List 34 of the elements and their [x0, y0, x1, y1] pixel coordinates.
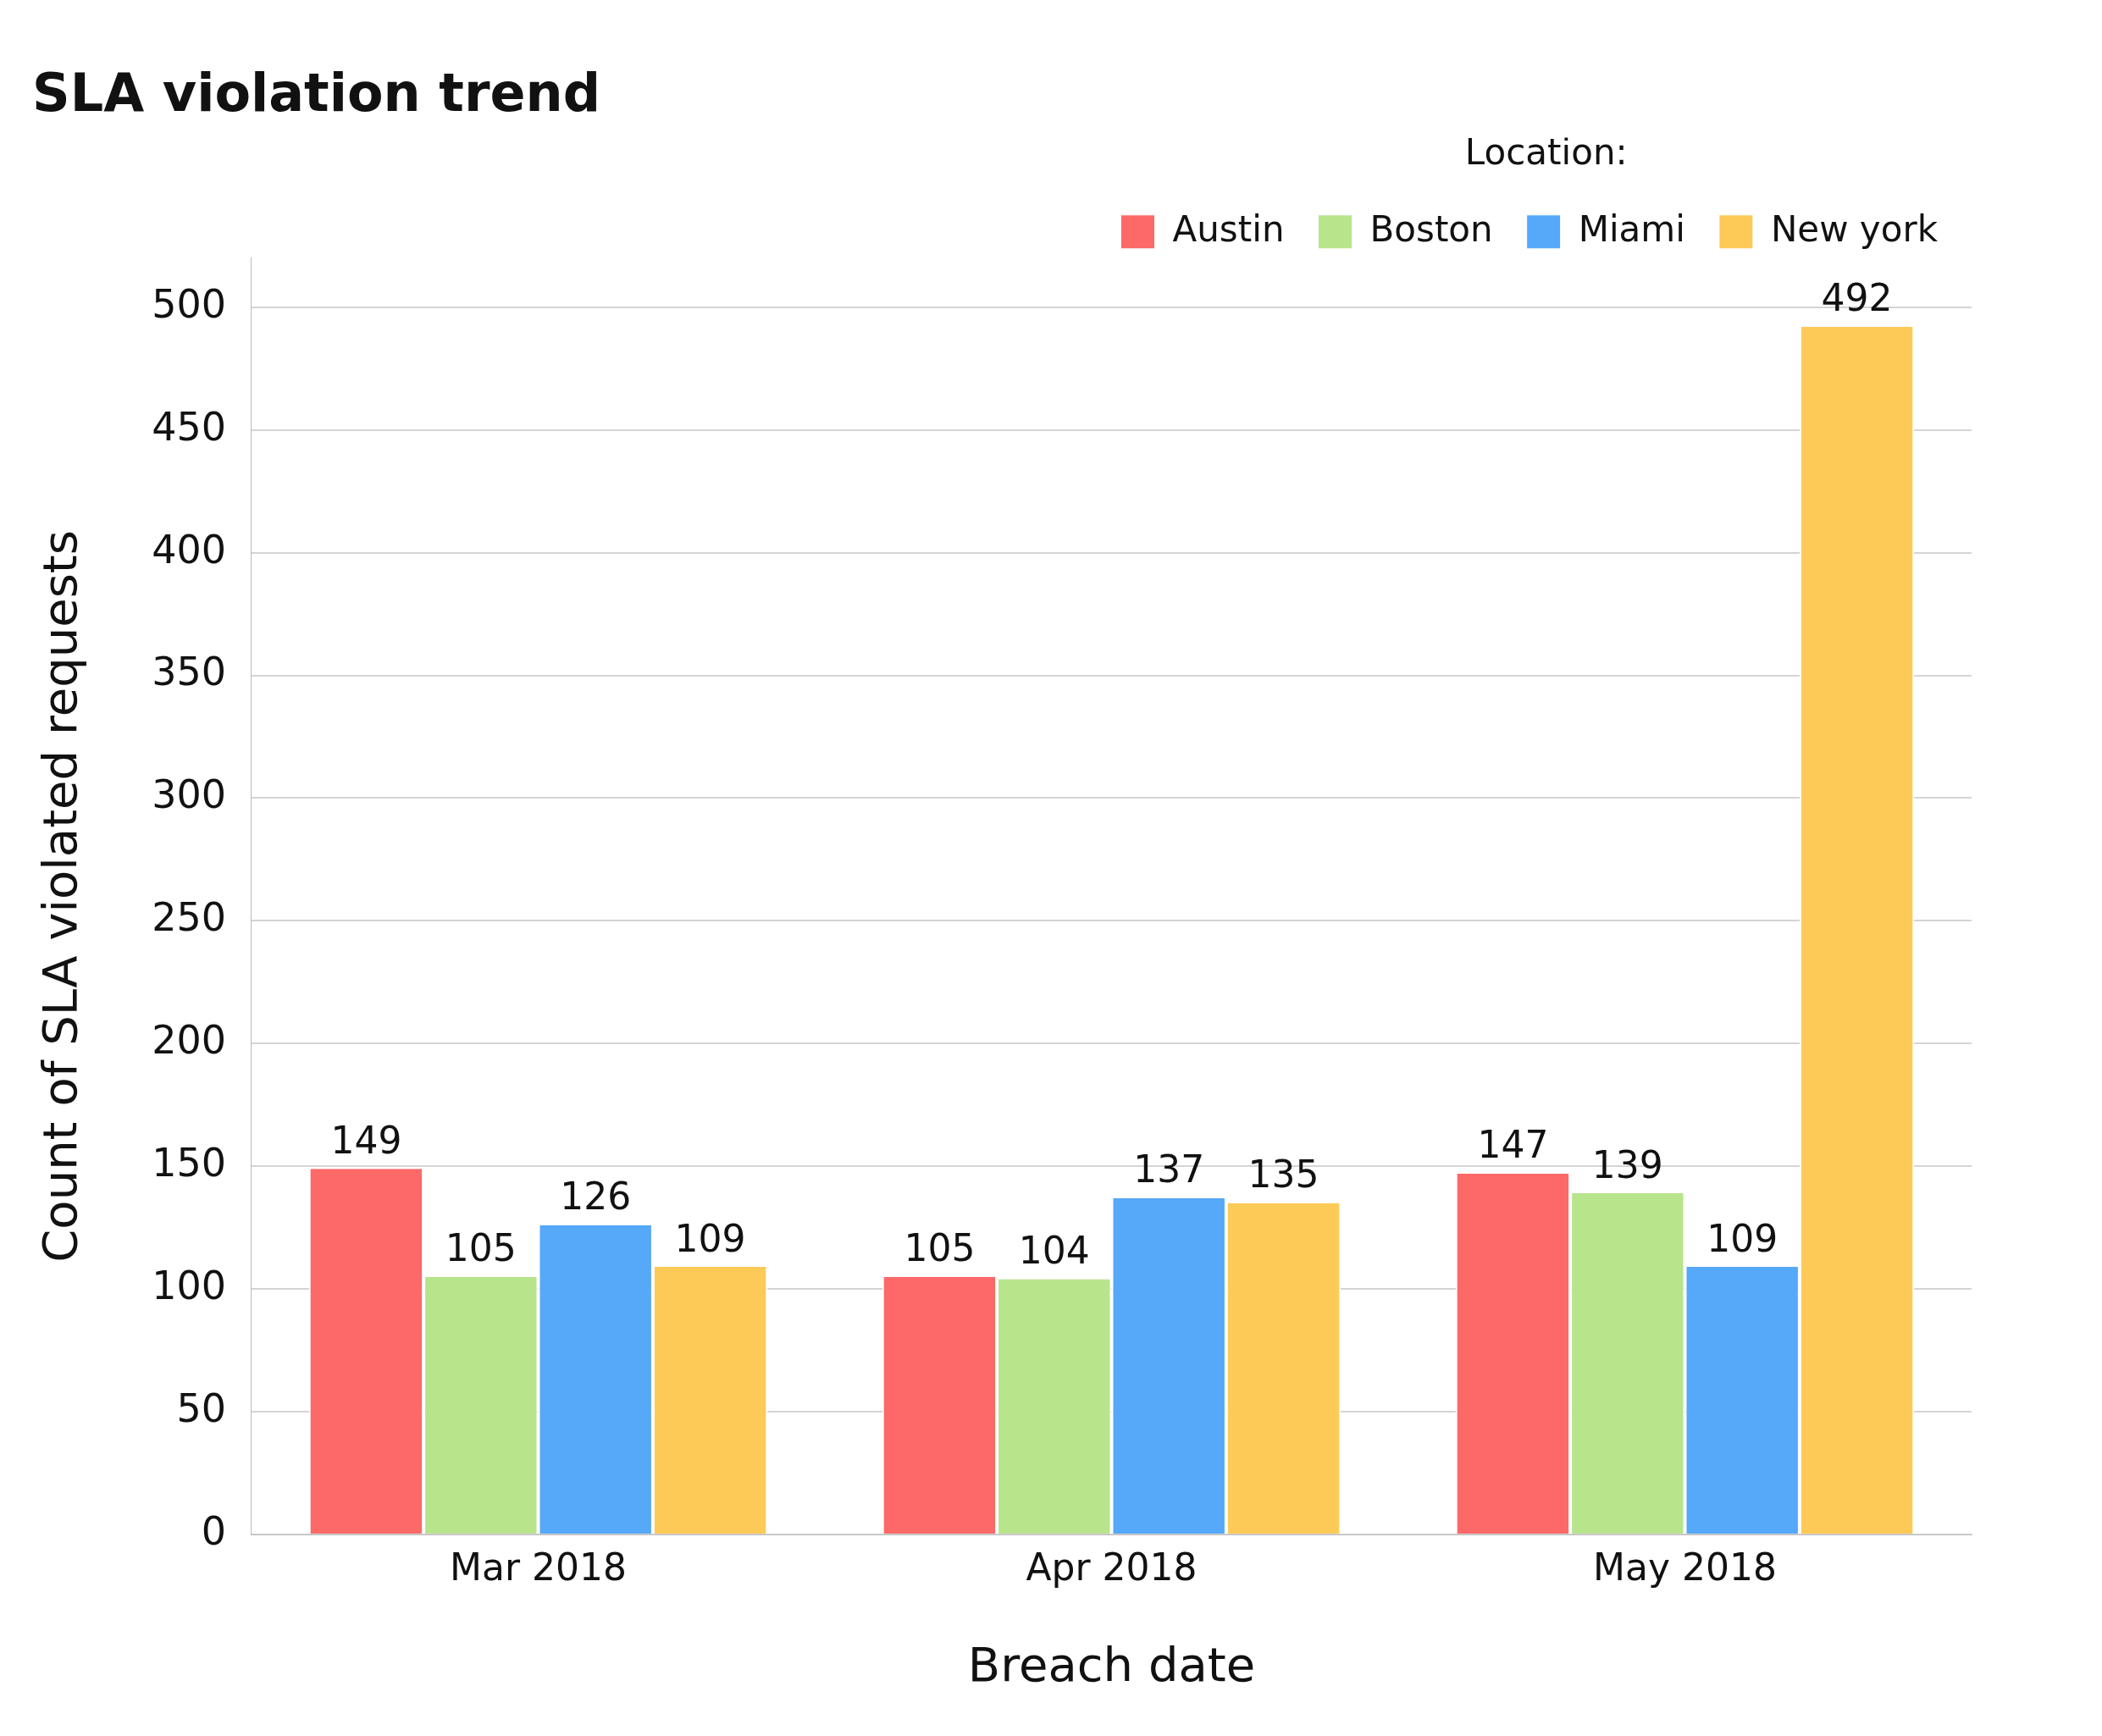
legend-title: Location:: [1464, 131, 1628, 174]
data-label: 492: [1821, 276, 1893, 320]
y-tick-label: 400: [152, 526, 226, 572]
x-tick-label: Mar 2018: [450, 1545, 627, 1589]
x-axis-title: Breach date: [967, 1636, 1256, 1692]
data-label: 109: [674, 1216, 746, 1260]
data-label: 104: [1018, 1229, 1090, 1272]
chart-title: SLA violation trend: [32, 62, 601, 124]
data-label: 126: [560, 1175, 632, 1219]
y-tick-label: 0: [201, 1507, 226, 1554]
y-axis-title: Count of SLA violated requests: [32, 530, 88, 1263]
legend-label: New york: [1770, 207, 1939, 250]
data-label: 135: [1247, 1153, 1319, 1197]
y-tick-label: 200: [152, 1017, 226, 1064]
legend-label: Miami: [1578, 207, 1685, 250]
data-label: 109: [1706, 1216, 1778, 1260]
data-label: 147: [1477, 1123, 1549, 1167]
y-tick-label: 450: [152, 403, 226, 450]
x-tick-label: Apr 2018: [1026, 1545, 1198, 1589]
y-tick-label: 100: [152, 1263, 226, 1309]
y-tick-label: 150: [152, 1140, 226, 1186]
data-label: 149: [330, 1118, 402, 1162]
legend-label: Boston: [1369, 207, 1493, 250]
y-tick-label: 250: [152, 894, 226, 941]
legend-label: Austin: [1172, 207, 1285, 250]
x-tick-label: May 2018: [1593, 1545, 1777, 1589]
y-tick-label: 50: [176, 1385, 226, 1432]
data-label: 105: [904, 1226, 976, 1270]
y-tick-label: 500: [152, 280, 226, 327]
y-tick-label: 300: [152, 771, 226, 818]
y-tick-label: 350: [152, 649, 226, 695]
data-label: 139: [1591, 1142, 1663, 1186]
data-label: 137: [1133, 1147, 1205, 1191]
data-label: 105: [445, 1226, 517, 1270]
